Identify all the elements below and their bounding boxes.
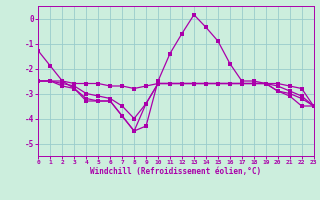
X-axis label: Windchill (Refroidissement éolien,°C): Windchill (Refroidissement éolien,°C) <box>91 167 261 176</box>
